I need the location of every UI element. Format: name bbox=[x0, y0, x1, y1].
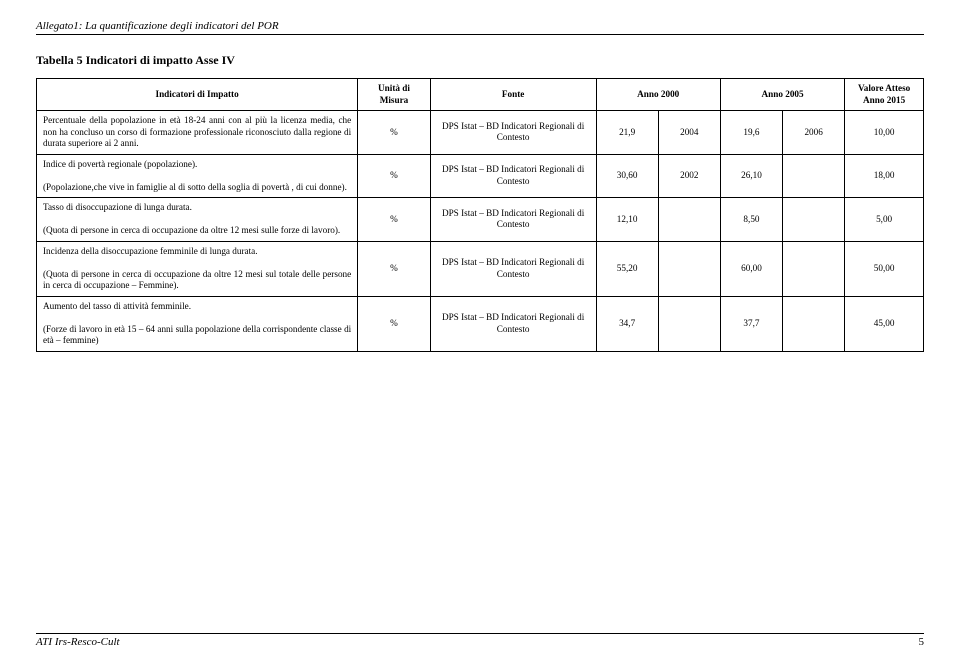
cell-2005-year: 2006 bbox=[783, 111, 845, 155]
col-header-unita: Unità di Misura bbox=[358, 79, 431, 111]
table-row: Percentuale della popolazione in età 18-… bbox=[37, 111, 924, 155]
page-header-title: Allegato1: La quantificazione degli indi… bbox=[36, 20, 924, 32]
cell-fonte: DPS Istat – BD Indicatori Regionali di C… bbox=[430, 241, 596, 296]
cell-indicatore: Percentuale della popolazione in età 18-… bbox=[37, 111, 358, 155]
cell-2005-value: 8,50 bbox=[720, 198, 782, 242]
table-row: Aumento del tasso di attività femminile.… bbox=[37, 296, 924, 351]
col-header-anno-2005: Anno 2005 bbox=[720, 79, 844, 111]
table-row: Indice di povertà regionale (popolazione… bbox=[37, 154, 924, 198]
cell-2005-year bbox=[783, 296, 845, 351]
cell-2000-value: 30,60 bbox=[596, 154, 658, 198]
cell-unita: % bbox=[358, 241, 431, 296]
page-footer: ATI Irs-Resco-Cult 5 bbox=[36, 633, 924, 648]
cell-2000-value: 12,10 bbox=[596, 198, 658, 242]
cell-2005-value: 19,6 bbox=[720, 111, 782, 155]
cell-2005-value: 26,10 bbox=[720, 154, 782, 198]
cell-2000-value: 34,7 bbox=[596, 296, 658, 351]
cell-unita: % bbox=[358, 111, 431, 155]
cell-2000-year bbox=[658, 198, 720, 242]
cell-valore: 45,00 bbox=[845, 296, 924, 351]
cell-2000-value: 21,9 bbox=[596, 111, 658, 155]
cell-unita: % bbox=[358, 154, 431, 198]
footer-rule bbox=[36, 633, 924, 634]
cell-2005-value: 37,7 bbox=[720, 296, 782, 351]
footer-row: ATI Irs-Resco-Cult 5 bbox=[36, 636, 924, 648]
cell-2005-year bbox=[783, 154, 845, 198]
cell-2000-year bbox=[658, 296, 720, 351]
table-header-row: Indicatori di Impatto Unità di Misura Fo… bbox=[37, 79, 924, 111]
cell-valore: 5,00 bbox=[845, 198, 924, 242]
cell-unita: % bbox=[358, 296, 431, 351]
header-rule bbox=[36, 34, 924, 35]
cell-2000-year: 2004 bbox=[658, 111, 720, 155]
cell-fonte: DPS Istat – BD Indicatori Regionali di C… bbox=[430, 198, 596, 242]
cell-fonte: DPS Istat – BD Indicatori Regionali di C… bbox=[430, 154, 596, 198]
cell-2005-year bbox=[783, 241, 845, 296]
cell-valore: 10,00 bbox=[845, 111, 924, 155]
page: Allegato1: La quantificazione degli indi… bbox=[0, 0, 960, 664]
cell-2005-value: 60,00 bbox=[720, 241, 782, 296]
cell-2000-year: 2002 bbox=[658, 154, 720, 198]
col-header-fonte: Fonte bbox=[430, 79, 596, 111]
col-header-anno-2000: Anno 2000 bbox=[596, 79, 720, 111]
table-row: Incidenza della disoccupazione femminile… bbox=[37, 241, 924, 296]
cell-indicatore: Aumento del tasso di attività femminile.… bbox=[37, 296, 358, 351]
cell-indicatore: Indice di povertà regionale (popolazione… bbox=[37, 154, 358, 198]
col-header-valore: Valore Atteso Anno 2015 bbox=[845, 79, 924, 111]
cell-fonte: DPS Istat – BD Indicatori Regionali di C… bbox=[430, 296, 596, 351]
cell-indicatore: Incidenza della disoccupazione femminile… bbox=[37, 241, 358, 296]
cell-indicatore: Tasso di disoccupazione di lunga durata.… bbox=[37, 198, 358, 242]
cell-2005-year bbox=[783, 198, 845, 242]
table-row: Tasso di disoccupazione di lunga durata.… bbox=[37, 198, 924, 242]
table-title: Tabella 5 Indicatori di impatto Asse IV bbox=[36, 53, 924, 68]
footer-left-text: ATI Irs-Resco-Cult bbox=[36, 636, 120, 648]
cell-2000-value: 55,20 bbox=[596, 241, 658, 296]
page-number: 5 bbox=[919, 636, 925, 648]
cell-fonte: DPS Istat – BD Indicatori Regionali di C… bbox=[430, 111, 596, 155]
impact-indicators-table: Indicatori di Impatto Unità di Misura Fo… bbox=[36, 78, 924, 352]
cell-unita: % bbox=[358, 198, 431, 242]
table-body: Percentuale della popolazione in età 18-… bbox=[37, 111, 924, 352]
cell-valore: 18,00 bbox=[845, 154, 924, 198]
cell-2000-year bbox=[658, 241, 720, 296]
cell-valore: 50,00 bbox=[845, 241, 924, 296]
col-header-indicatori: Indicatori di Impatto bbox=[37, 79, 358, 111]
